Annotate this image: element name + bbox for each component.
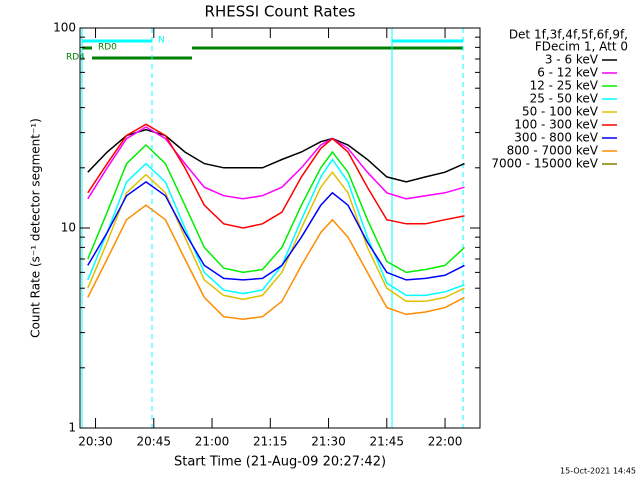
series-line [87,170,465,303]
legend-label: 50 - 100 keV [522,105,599,119]
x-tick-label: 20:45 [136,435,171,449]
flag-label: RD0 [98,43,117,53]
y-tick-label: 100 [53,21,76,35]
y-tick-label: 1 [68,421,76,435]
x-tick-label: 21:45 [369,435,404,449]
x-tick-label: 22:00 [428,435,463,449]
legend-label: 12 - 25 keV [530,79,599,93]
series-line [87,204,465,320]
series-line [87,126,465,200]
flag-label: N [158,36,165,46]
flag-label: RD4 [66,53,85,63]
legend-label: 300 - 800 keV [514,131,598,145]
x-axis-label: Start Time (21-Aug-09 20:27:42) [174,455,386,470]
chart-title: RHESSI Count Rates [205,3,356,21]
y-tick-label: 10 [61,221,76,235]
legend-label: 6 - 12 keV [537,66,599,80]
legend-label: 100 - 300 keV [514,118,598,132]
series-line [87,143,466,274]
footer-date: 15-Oct-2021 14:45 [560,467,636,476]
x-tick-label: 21:15 [253,435,288,449]
y-axis-label: Count Rate (s⁻¹ detector segment⁻¹) [29,118,43,338]
series-line [87,180,465,281]
legend-label: 7000 - 15000 keV [491,157,598,171]
x-tick-label: 21:00 [195,435,230,449]
series-line [87,123,465,229]
x-tick-label: 21:30 [311,435,346,449]
legend-label: 800 - 7000 keV [507,144,599,158]
legend-label: 25 - 50 keV [530,92,599,106]
legend-title: Det 1f,3f,4f,5f,6f,9f, [509,28,628,42]
legend-title: FDecim 1, Att 0 [535,40,628,54]
x-tick-label: 20:30 [78,435,113,449]
legend-label: 3 - 6 keV [545,53,599,67]
